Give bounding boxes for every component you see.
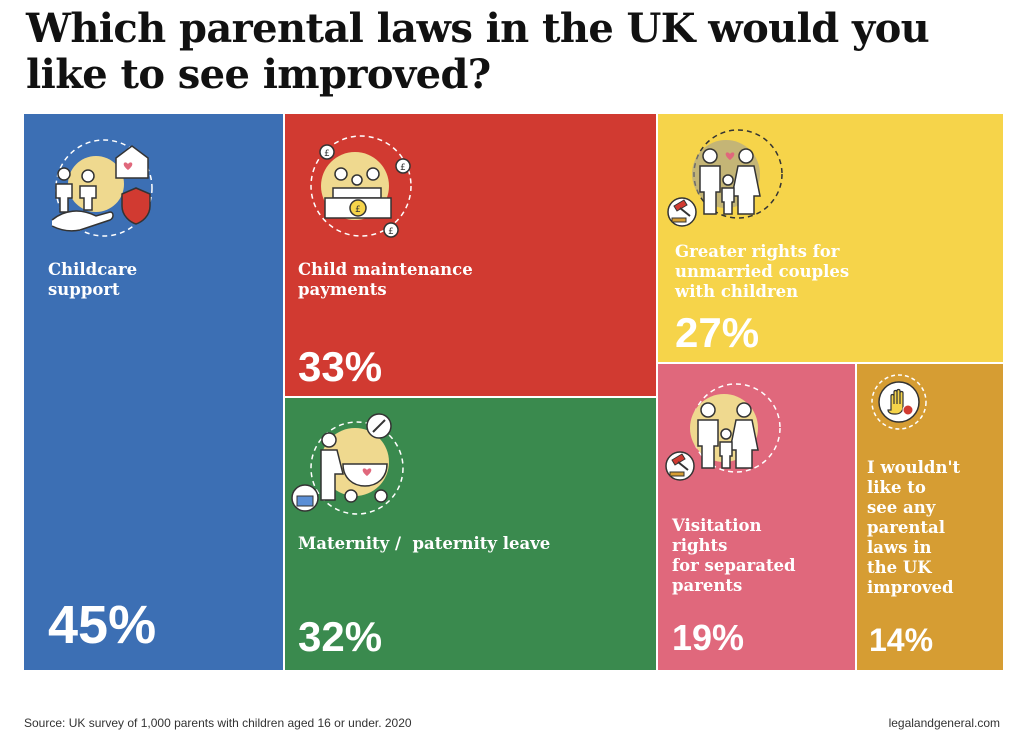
brand-link[interactable]: legalandgeneral.com bbox=[888, 716, 1000, 730]
svg-text:£: £ bbox=[388, 227, 394, 237]
tile-label: Child maintenance payments bbox=[298, 260, 473, 299]
tile-value: 27% bbox=[675, 309, 760, 356]
tile-visitation-rights: Visitation rights for separated parents … bbox=[658, 364, 855, 670]
family-care-icon bbox=[51, 139, 153, 237]
tile-value: 14% bbox=[869, 622, 934, 658]
tile-value: 45% bbox=[48, 595, 157, 655]
tile-childcare: Childcare support 45% bbox=[24, 114, 283, 670]
svg-text:£: £ bbox=[400, 163, 406, 173]
tile-unmarried-couples: Greater rights for unmarried couples wit… bbox=[658, 114, 1003, 362]
tile-label: Maternity / paternity leave bbox=[298, 534, 551, 553]
source-note: Source: UK survey of 1,000 parents with … bbox=[24, 716, 412, 730]
svg-text:£: £ bbox=[324, 149, 330, 159]
svg-text:£: £ bbox=[355, 205, 361, 215]
tile-maternity-paternity: Maternity / paternity leave 32% bbox=[285, 398, 656, 670]
family-money-icon: £ £ £ £ bbox=[310, 135, 412, 238]
tile-value: 33% bbox=[298, 343, 383, 390]
tile-label: Visitation rights for separated parents bbox=[672, 516, 796, 595]
tile-child-maintenance: £ £ £ £ Child maintenance payments 33% bbox=[285, 114, 656, 396]
stop-hand-icon bbox=[871, 374, 927, 430]
tile-label: Childcare support bbox=[48, 260, 138, 299]
tile-label: I wouldn't like to see any parental laws… bbox=[867, 458, 961, 597]
tile-value: 19% bbox=[672, 617, 745, 658]
chart-title: Which parental laws in the UK would you … bbox=[26, 5, 930, 98]
tile-no-improvement: I wouldn't like to see any parental laws… bbox=[857, 364, 1003, 670]
family-gavel-icon bbox=[667, 129, 783, 227]
family-gavel-icon bbox=[665, 383, 781, 481]
tile-value: 32% bbox=[298, 613, 383, 660]
parent-stroller-icon bbox=[291, 413, 404, 515]
tile-label: Greater rights for unmarried couples wit… bbox=[675, 242, 850, 301]
